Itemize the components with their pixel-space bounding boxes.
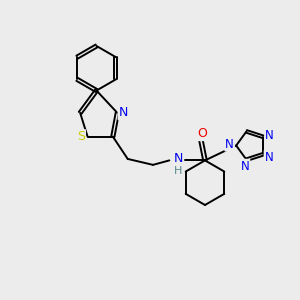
Text: N: N (225, 138, 234, 151)
Text: H: H (174, 166, 182, 176)
Text: N: N (173, 152, 183, 165)
Text: N: N (265, 129, 274, 142)
Text: O: O (197, 127, 207, 140)
Text: N: N (118, 106, 128, 119)
Text: N: N (265, 151, 273, 164)
Text: S: S (77, 130, 85, 143)
Text: N: N (241, 160, 249, 173)
